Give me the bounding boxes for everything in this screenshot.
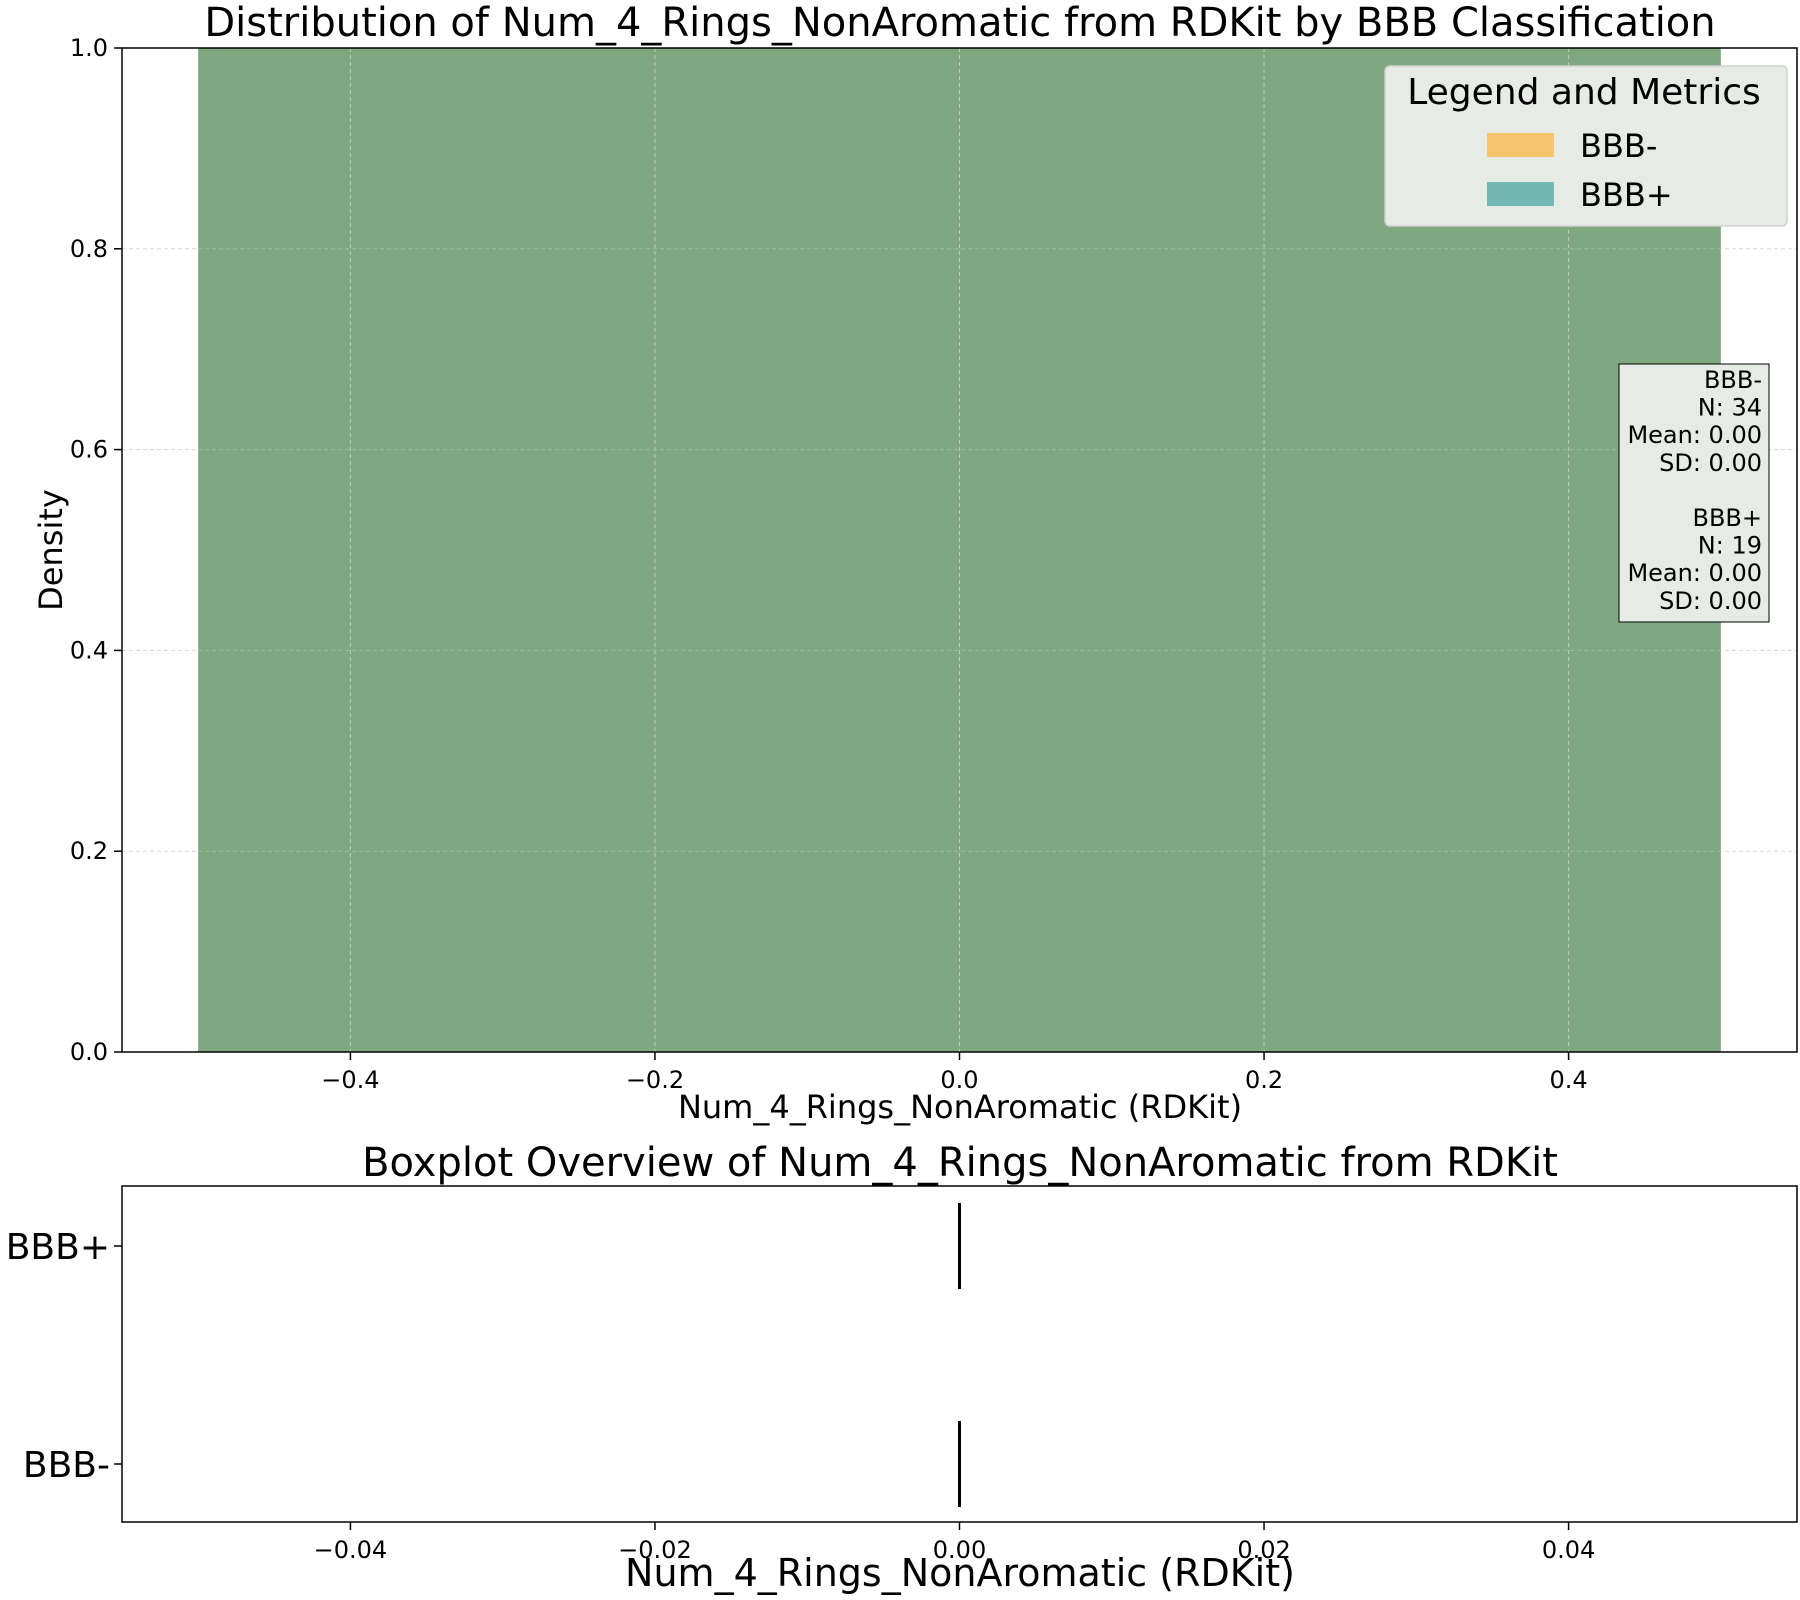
x-tick-label: 0.2 xyxy=(1245,1066,1283,1094)
boxplot-panel: Boxplot Overview of Num_4_Rings_NonAroma… xyxy=(6,1140,1798,1595)
metrics-line: BBB- xyxy=(1704,366,1762,394)
y-tick-label: 1.0 xyxy=(70,34,108,62)
metrics-line: N: 34 xyxy=(1698,394,1762,422)
metrics-line: Mean: 0.00 xyxy=(1627,421,1762,449)
y-tick-label: 0.0 xyxy=(70,1038,108,1066)
legend-swatch-bbb-minus xyxy=(1487,133,1554,157)
x-tick-label: 0.02 xyxy=(1237,1536,1290,1564)
y-tick-label: 0.2 xyxy=(70,837,108,865)
boxplot-x-ticks: −0.04 −0.02 0.00 0.02 0.04 xyxy=(314,1522,1595,1564)
histogram-title: Distribution of Num_4_Rings_NonAromatic … xyxy=(204,0,1715,46)
histogram-vertical-grid xyxy=(198,48,1721,1052)
legend-label-bbb-minus: BBB- xyxy=(1580,127,1657,165)
x-tick-label: −0.04 xyxy=(314,1536,388,1564)
legend-box xyxy=(1384,65,1788,227)
legend-title: Legend and Metrics xyxy=(1407,72,1761,113)
x-tick-label: −0.02 xyxy=(618,1536,692,1564)
histogram-y-ticks: 0.0 0.2 0.4 0.6 0.8 1.0 xyxy=(70,34,122,1066)
x-tick-label: 0.00 xyxy=(933,1536,986,1564)
y-tick-label: 0.6 xyxy=(70,436,108,464)
histogram-panel: Distribution of Num_4_Rings_NonAromatic … xyxy=(32,0,1798,1126)
legend-swatch-bbb-plus xyxy=(1487,182,1554,206)
y-tick-label: 0.8 xyxy=(70,235,108,263)
boxplot-x-axis-label: Num_4_Rings_NonAromatic (RDKit) xyxy=(625,1551,1295,1595)
y-tick-label: 0.4 xyxy=(70,636,108,664)
legend: Legend and Metrics BBB- BBB+ xyxy=(1384,65,1788,227)
x-tick-label: 0.04 xyxy=(1542,1536,1595,1564)
metrics-line: Mean: 0.00 xyxy=(1627,559,1762,587)
boxplot-y-ticks: BBB+ BBB- xyxy=(6,1227,122,1486)
metrics-line: N: 19 xyxy=(1698,532,1762,560)
histogram-x-ticks: −0.4 −0.2 0.0 0.2 0.4 xyxy=(321,1052,1588,1094)
metrics-line: SD: 0.00 xyxy=(1659,449,1762,477)
x-tick-label: 0.4 xyxy=(1550,1066,1588,1094)
legend-label-bbb-plus: BBB+ xyxy=(1580,176,1673,214)
x-tick-label: −0.4 xyxy=(321,1066,379,1094)
x-tick-label: 0.0 xyxy=(940,1066,978,1094)
histogram-y-axis-label: Density xyxy=(32,489,70,611)
y-tick-label: BBB- xyxy=(23,1445,110,1486)
y-tick-label: BBB+ xyxy=(6,1227,110,1268)
metrics-box-frame xyxy=(1618,363,1770,623)
metrics-line: BBB+ xyxy=(1692,504,1762,532)
x-tick-label: −0.2 xyxy=(626,1066,684,1094)
metrics-line: SD: 0.00 xyxy=(1659,587,1762,615)
histogram-x-axis-label: Num_4_Rings_NonAromatic (RDKit) xyxy=(678,1088,1242,1126)
boxplot-title: Boxplot Overview of Num_4_Rings_NonAroma… xyxy=(362,1140,1558,1186)
